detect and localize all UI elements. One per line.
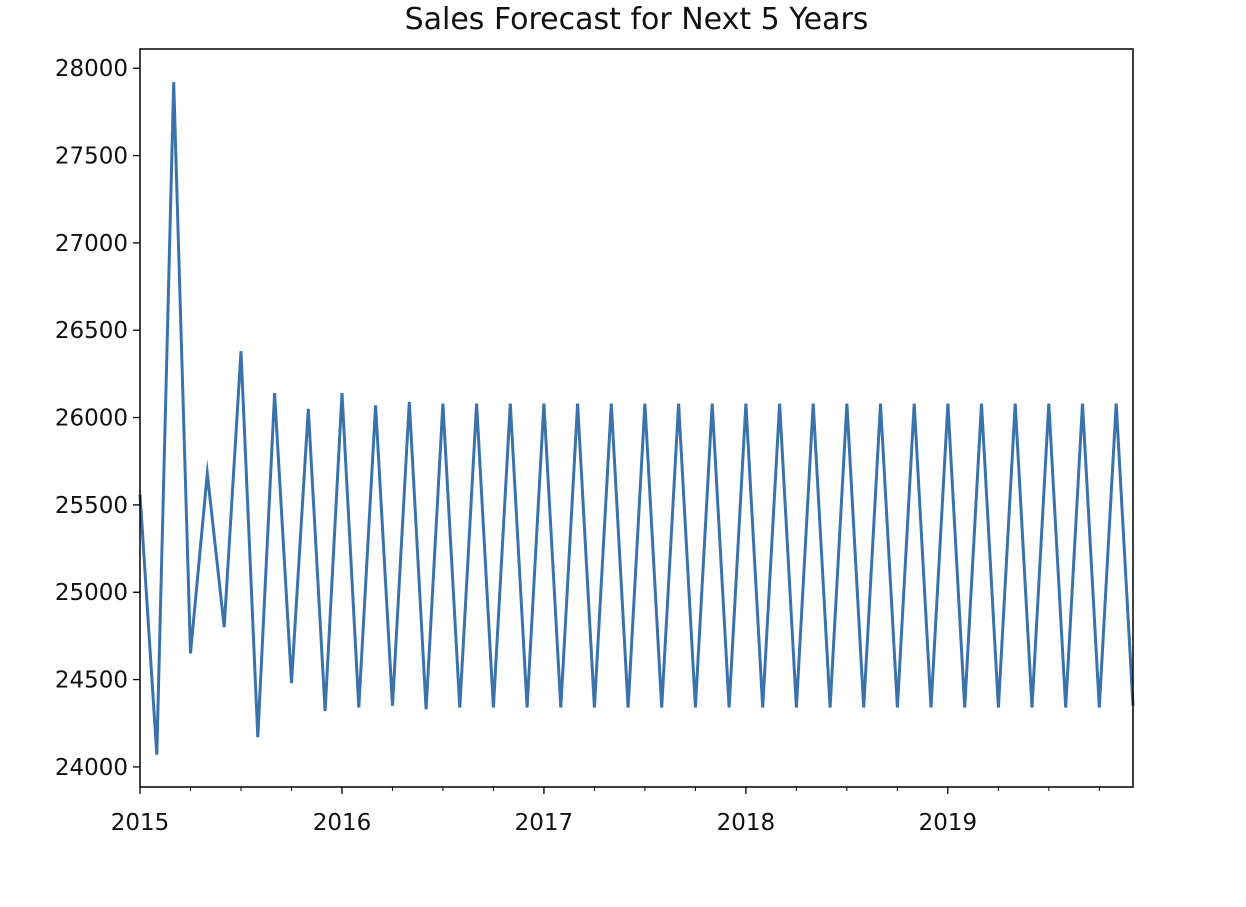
- series-line: [138, 82, 1135, 755]
- x-axis: 2015 2016 2017 2018 2019: [111, 787, 1100, 836]
- plot-area: [138, 82, 1135, 755]
- plot-frame: [139, 48, 1134, 788]
- y-tick-label: 27500: [55, 144, 128, 170]
- y-axis: 24000 24500 25000 25500 26000 26500 27000 27500…: [55, 56, 140, 781]
- y-tick-label: 28000: [55, 56, 128, 82]
- y-tick-label: 25500: [55, 493, 128, 519]
- x-tick-label: 2016: [313, 810, 372, 836]
- y-tick-label: 24000: [55, 755, 128, 781]
- x-tick-label: 2017: [515, 810, 574, 836]
- y-tick-label: 26500: [55, 318, 128, 344]
- x-tick-label: 2019: [919, 810, 978, 836]
- x-tick-label: 2015: [111, 810, 170, 836]
- y-tick-label: 27000: [55, 231, 128, 257]
- y-tick-label: 25000: [55, 580, 128, 606]
- y-tick-label: 26000: [55, 406, 128, 432]
- chart-title: Sales Forecast for Next 5 Years: [404, 2, 869, 37]
- x-tick-label: 2018: [717, 810, 776, 836]
- y-tick-label: 24500: [55, 668, 128, 694]
